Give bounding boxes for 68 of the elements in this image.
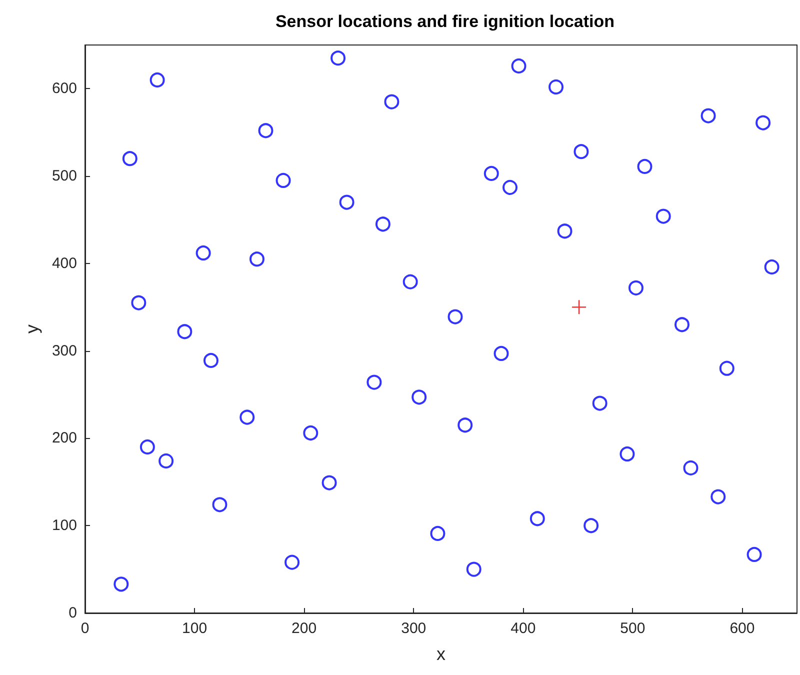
point xyxy=(158,453,174,468)
x-tick-label: 200 xyxy=(292,620,317,637)
point xyxy=(756,115,771,130)
point xyxy=(122,151,138,166)
x-tick-label: 0 xyxy=(80,620,90,637)
x-tick-label: 500 xyxy=(620,620,646,637)
point xyxy=(719,360,734,376)
point xyxy=(700,108,716,124)
point xyxy=(366,374,382,390)
point xyxy=(339,194,354,210)
point xyxy=(203,352,218,368)
point xyxy=(303,425,318,440)
point xyxy=(571,300,587,315)
point xyxy=(592,396,608,411)
point xyxy=(710,489,726,504)
point xyxy=(656,208,671,224)
point xyxy=(131,295,146,310)
y-axis-title: y xyxy=(22,324,42,334)
x-tick-label: 600 xyxy=(730,620,755,637)
y-tick-label: 200 xyxy=(52,430,77,447)
y-tick-label: 0 xyxy=(68,604,77,622)
x-axis-title: x xyxy=(436,644,446,664)
point xyxy=(150,72,165,88)
point xyxy=(746,546,762,562)
point xyxy=(764,259,780,274)
point xyxy=(530,511,545,526)
point xyxy=(584,518,599,534)
point xyxy=(114,576,129,592)
point xyxy=(284,554,300,570)
x-tick-label: 400 xyxy=(510,620,536,637)
point xyxy=(384,94,400,110)
y-tick-label: 100 xyxy=(52,517,77,534)
point xyxy=(276,172,291,188)
point xyxy=(412,390,427,405)
x-tick-label: 100 xyxy=(182,620,208,637)
y-tick-label: 400 xyxy=(52,254,77,272)
point xyxy=(548,79,564,94)
point xyxy=(249,252,264,267)
y-tick-label: 500 xyxy=(52,168,77,185)
point xyxy=(674,317,690,332)
point xyxy=(430,526,446,541)
point xyxy=(196,245,211,260)
point xyxy=(466,562,482,577)
point xyxy=(240,410,255,425)
point xyxy=(140,439,155,454)
point xyxy=(620,446,635,462)
point xyxy=(177,324,192,340)
point xyxy=(511,58,526,74)
point xyxy=(322,475,337,490)
point xyxy=(402,274,418,290)
point xyxy=(458,418,473,433)
point xyxy=(574,144,589,160)
point xyxy=(683,460,698,476)
point xyxy=(212,497,228,512)
y-tick-label: 600 xyxy=(52,80,77,98)
point xyxy=(330,50,346,66)
point xyxy=(375,216,390,232)
point xyxy=(637,158,652,174)
point xyxy=(448,309,463,324)
point xyxy=(628,280,644,296)
point xyxy=(484,166,499,181)
point xyxy=(502,180,518,195)
x-tick-label: 300 xyxy=(401,620,426,637)
point xyxy=(494,346,509,361)
chart-title: Sensor locations and fire ignition location xyxy=(275,12,615,31)
point xyxy=(258,123,274,138)
y-tick-label: 300 xyxy=(52,342,77,360)
point xyxy=(557,224,572,239)
